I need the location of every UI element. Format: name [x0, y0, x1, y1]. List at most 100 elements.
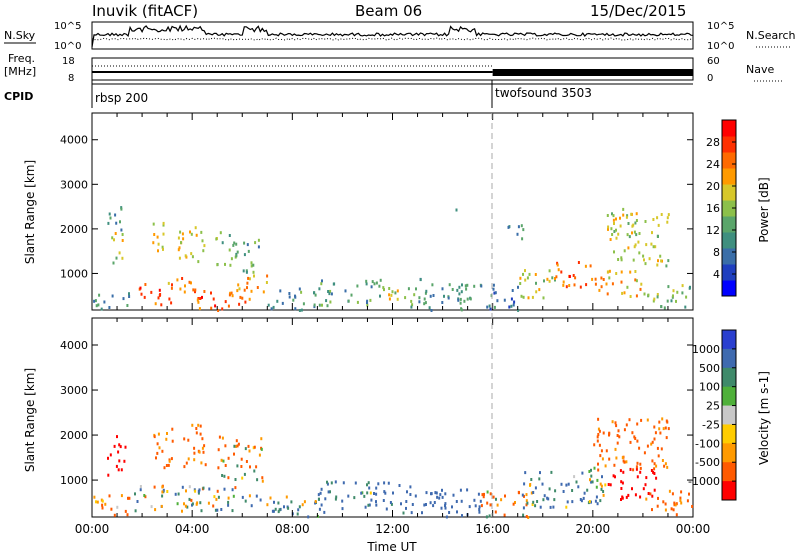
velocity-cell — [383, 481, 386, 485]
velocity-cell — [680, 490, 683, 494]
velocity-cbar-cell — [722, 424, 736, 444]
velocity-cell — [375, 486, 378, 490]
power-cell — [388, 287, 391, 290]
power-cell — [451, 288, 454, 291]
power-cell — [644, 262, 647, 266]
velocity-cbar-cell — [722, 481, 736, 501]
velocity-cell — [287, 506, 290, 510]
velocity-cell — [598, 443, 601, 447]
power-cell — [560, 270, 563, 274]
velocity-cell — [200, 509, 203, 513]
power-cell — [568, 284, 571, 287]
velocity-cell — [283, 505, 285, 509]
velocity-cell — [532, 491, 535, 494]
power-cell — [320, 282, 323, 286]
velocity-ylabel: Slant Range [km] — [23, 368, 37, 472]
velocity-cell — [441, 495, 444, 499]
power-cell — [565, 285, 568, 289]
power-cell — [122, 297, 125, 301]
velocity-cbar-cell — [722, 348, 736, 369]
velocity-cell — [195, 427, 198, 430]
velocity-cell — [504, 494, 506, 498]
power-cell — [244, 300, 247, 304]
velocity-cell — [615, 456, 618, 460]
power-cell — [663, 306, 666, 310]
velocity-cell — [646, 418, 649, 422]
velocity-cell — [438, 496, 441, 500]
power-cell — [643, 258, 645, 262]
power-cell — [648, 257, 651, 261]
xtick-label: 16:00 — [475, 522, 510, 536]
velocity-cell — [546, 496, 549, 500]
velocity-cell — [243, 472, 246, 476]
velocity-cell — [277, 501, 280, 505]
velocity-cell — [591, 480, 594, 484]
xtick-label: 20:00 — [576, 522, 611, 536]
power-cell — [635, 219, 638, 222]
velocity-cell — [369, 491, 372, 495]
power-cell — [455, 208, 458, 212]
power-cell — [184, 284, 186, 288]
velocity-cell — [200, 461, 203, 465]
xtick-label: 12:00 — [375, 522, 410, 536]
power-cell — [235, 242, 238, 246]
power-cell — [594, 277, 597, 281]
velocity-cell — [387, 481, 390, 485]
power-cell — [548, 279, 551, 283]
power-cell — [396, 297, 399, 301]
velocity-cell — [123, 459, 126, 463]
velocity-cell — [604, 483, 607, 487]
power-cell — [181, 232, 184, 236]
power-cell — [584, 264, 587, 268]
velocity-cell — [171, 439, 174, 443]
power-cell — [410, 305, 413, 309]
velocity-cell — [636, 475, 639, 479]
velocity-cell — [203, 444, 206, 448]
power-cell — [517, 308, 520, 312]
power-cell — [527, 296, 530, 300]
velocity-cell — [600, 449, 603, 453]
velocity-cell — [115, 464, 118, 468]
power-cell — [473, 284, 476, 288]
power-cell — [111, 236, 114, 240]
velocity-cell — [448, 511, 451, 514]
power-cell — [228, 248, 231, 252]
velocity-cell — [183, 465, 186, 469]
velocity-cell — [600, 487, 603, 491]
velocity-cell — [602, 493, 605, 497]
power-cell — [243, 241, 246, 245]
power-cell — [647, 293, 650, 297]
velocity-cell — [240, 465, 243, 468]
velocity-cell — [118, 443, 121, 447]
power-cell — [635, 294, 638, 298]
velocity-cell — [220, 458, 223, 462]
velocity-cell — [482, 495, 485, 499]
ytick-label: 2000 — [60, 429, 88, 442]
power-cell — [294, 307, 297, 311]
velocity-cell — [370, 498, 373, 502]
velocity-cell — [235, 439, 238, 443]
velocity-cell — [95, 500, 97, 504]
velocity-cell — [184, 504, 187, 508]
power-cell — [520, 294, 523, 298]
velocity-cell — [233, 452, 235, 456]
velocity-cell — [466, 488, 469, 492]
velocity-cell — [156, 442, 159, 446]
power-cell — [418, 300, 421, 304]
velocity-cell — [136, 500, 139, 503]
velocity-cell — [639, 462, 642, 466]
velocity-cell — [522, 506, 525, 510]
power-cell — [685, 295, 688, 299]
power-cell — [424, 301, 427, 305]
velocity-cell — [197, 491, 200, 495]
power-cell — [542, 296, 545, 300]
velocity-data — [93, 417, 694, 519]
velocity-cell — [441, 488, 443, 492]
power-cbar-cell — [722, 280, 736, 297]
velocity-cell — [645, 497, 648, 501]
velocity-cell — [101, 503, 104, 507]
velocity-cell — [460, 499, 463, 503]
velocity-cell — [320, 503, 323, 507]
power-cell — [239, 295, 242, 299]
power-cell — [656, 295, 659, 299]
